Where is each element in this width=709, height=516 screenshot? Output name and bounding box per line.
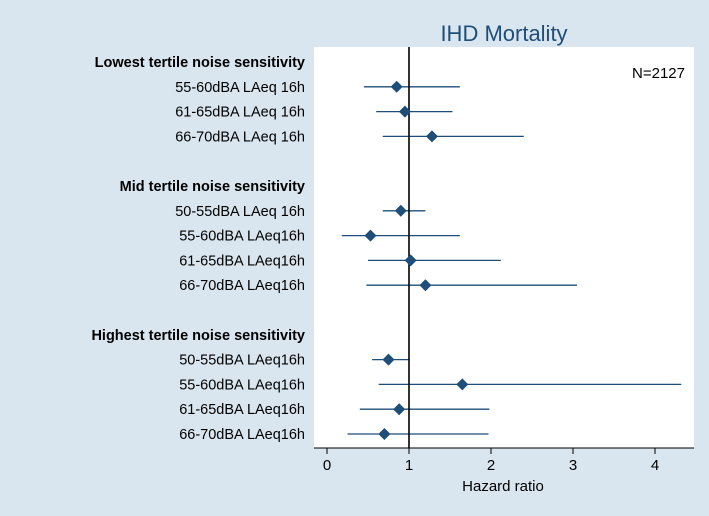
x-axis-title: Hazard ratio bbox=[462, 478, 544, 495]
ci-layer bbox=[341, 86, 682, 435]
hr-marker bbox=[425, 130, 438, 143]
row-label: 66-70dBA LAeq16h bbox=[179, 427, 305, 443]
row-label: 66-70dBA LAeq16h bbox=[179, 278, 305, 294]
row-label: 50-55dBA LAeq 16h bbox=[175, 204, 305, 220]
hr-marker bbox=[419, 279, 432, 292]
x-axis-ticks: 0 1 2 3 4 bbox=[323, 448, 659, 474]
row-label: 61-65dBA LAeq16h bbox=[179, 253, 305, 269]
row-label: 55-60dBA LAeq16h bbox=[179, 229, 305, 245]
plot-area bbox=[314, 47, 694, 448]
group-label: Highest tertile noise sensitivity bbox=[91, 328, 305, 344]
hr-marker bbox=[364, 229, 377, 242]
x-tick-label: 4 bbox=[651, 457, 659, 474]
hr-marker bbox=[393, 403, 406, 416]
hr-marker bbox=[404, 254, 417, 267]
x-tick-label: 0 bbox=[323, 457, 331, 474]
group-label: Lowest tertile noise sensitivity bbox=[95, 55, 305, 71]
row-label: 66-70dBA LAeq 16h bbox=[175, 129, 305, 145]
row-label: 55-60dBA LAeq16h bbox=[179, 377, 305, 393]
marker-layer bbox=[364, 80, 469, 440]
row-label: 50-55dBA LAeq16h bbox=[179, 353, 305, 369]
sample-size-annotation: N=2127 bbox=[632, 65, 685, 82]
hr-marker bbox=[390, 80, 403, 93]
hr-marker bbox=[378, 428, 391, 440]
row-label: 55-60dBA LAeq 16h bbox=[175, 80, 305, 96]
hr-marker bbox=[394, 204, 407, 217]
x-tick-label: 2 bbox=[487, 457, 495, 474]
row-labels: Lowest tertile noise sensitivity 55-60dBA… bbox=[91, 55, 305, 443]
row-label: 61-65dBA LAeq16h bbox=[179, 402, 305, 418]
hr-marker bbox=[456, 378, 469, 391]
x-tick-label: 3 bbox=[569, 457, 577, 474]
hr-marker bbox=[382, 353, 395, 366]
hr-marker bbox=[398, 105, 411, 118]
x-tick-label: 1 bbox=[405, 457, 413, 474]
group-label: Mid tertile noise sensitivity bbox=[120, 179, 305, 195]
row-label: 61-65dBA LAeq 16h bbox=[175, 105, 305, 121]
chart-title: IHD Mortality bbox=[440, 21, 567, 46]
